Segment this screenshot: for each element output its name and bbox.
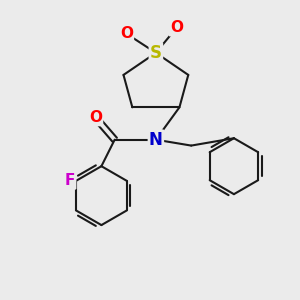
Text: O: O	[170, 20, 183, 35]
Text: O: O	[89, 110, 102, 125]
Text: S: S	[150, 44, 162, 62]
Text: O: O	[120, 26, 133, 41]
Text: N: N	[149, 131, 163, 149]
Text: F: F	[65, 173, 75, 188]
